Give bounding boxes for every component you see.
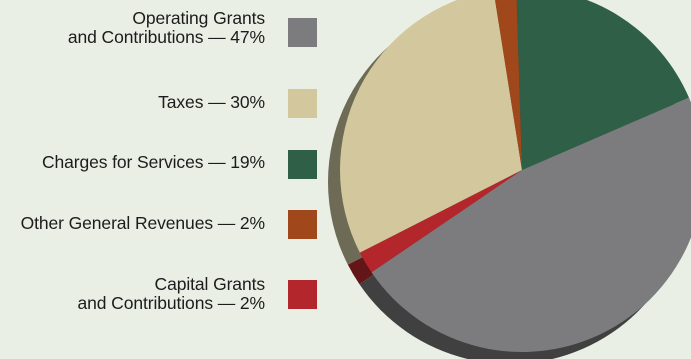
legend-swatch-operating-grants bbox=[288, 18, 317, 47]
legend-swatch-capital-grants bbox=[288, 280, 317, 309]
legend-swatch-charges-for-services bbox=[288, 150, 317, 179]
legend-label-operating-grants: Operating Grants and Contributions — 47% bbox=[67, 8, 265, 47]
pie-slice-capital-grants bbox=[359, 170, 522, 273]
pie-slices bbox=[340, 0, 691, 352]
pie-slice-taxes bbox=[340, 0, 522, 253]
pie-slice-charges-for-services bbox=[516, 0, 690, 170]
pie-slice-operating-grants bbox=[371, 97, 691, 352]
legend-label-taxes: Taxes — 30% bbox=[158, 92, 265, 112]
legend-label-capital-grants: Capital Grants and Contributions — 2% bbox=[77, 274, 266, 313]
legend-swatch-other-general-revenues bbox=[288, 210, 317, 239]
legend-swatch-taxes bbox=[288, 89, 317, 118]
legend-label-other-general-revenues: Other General Revenues — 2% bbox=[20, 213, 265, 233]
legend-label-charges-for-services: Charges for Services — 19% bbox=[41, 152, 265, 172]
pie-slice-other-general-revenues bbox=[495, 0, 522, 170]
